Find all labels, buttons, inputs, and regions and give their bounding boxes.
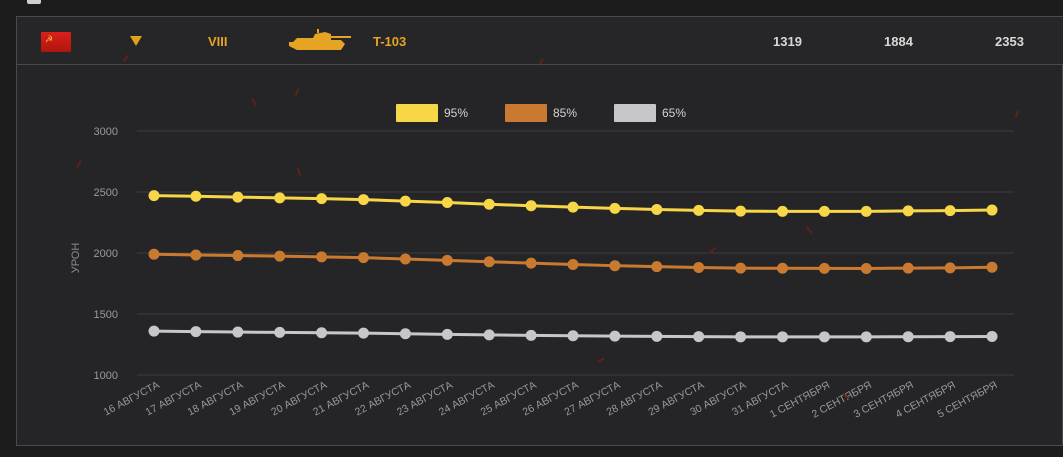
damage-chart: 1000 1500 2000 2500 3000 УРОН 16 АВГУСТА 17 АВГ…: [17, 65, 1063, 447]
data-point[interactable]: [399, 195, 411, 207]
legend-swatch[interactable]: [614, 104, 656, 122]
data-point[interactable]: [316, 193, 328, 205]
tank-row[interactable]: ☭ VIII T-103 1319 1884 2353: [17, 17, 1063, 65]
data-point[interactable]: [148, 248, 160, 260]
hammer-sickle-icon: ☭: [45, 34, 54, 44]
data-point[interactable]: [735, 262, 747, 274]
data-point[interactable]: [148, 190, 160, 202]
data-point[interactable]: [567, 201, 579, 213]
data-point[interactable]: [358, 194, 369, 206]
data-point[interactable]: [986, 204, 998, 216]
data-point[interactable]: [483, 198, 495, 210]
data-point[interactable]: [693, 331, 705, 343]
data-point[interactable]: [735, 331, 747, 343]
data-point[interactable]: [609, 260, 621, 272]
y-tick-label: 2000: [94, 248, 118, 260]
data-point[interactable]: [986, 330, 998, 342]
data-point[interactable]: [777, 331, 788, 343]
tank-name: T-103: [373, 34, 407, 49]
data-point[interactable]: [274, 192, 286, 204]
tank-stats-panel: ☭ VIII T-103 1319 1884 2353 1000 1500 2000…: [16, 16, 1063, 446]
data-point[interactable]: [902, 262, 914, 274]
data-point[interactable]: [693, 204, 705, 216]
data-point[interactable]: [525, 257, 537, 269]
data-point[interactable]: [274, 250, 286, 262]
data-point[interactable]: [902, 331, 914, 343]
legend-swatch[interactable]: [505, 104, 547, 122]
legend-swatch[interactable]: [396, 104, 438, 122]
data-point[interactable]: [441, 254, 453, 266]
data-point[interactable]: [818, 262, 830, 274]
data-point[interactable]: [902, 205, 914, 217]
triangle-down-icon[interactable]: [130, 36, 142, 46]
data-point[interactable]: [358, 252, 369, 264]
legend-label[interactable]: 95%: [444, 106, 468, 120]
tank-silhouette-icon: [289, 29, 351, 50]
data-point[interactable]: [944, 205, 956, 217]
tank-tier: VIII: [208, 34, 228, 49]
data-point[interactable]: [232, 326, 244, 338]
data-point[interactable]: [148, 325, 160, 337]
data-point[interactable]: [274, 326, 286, 338]
data-point[interactable]: [316, 327, 328, 339]
data-point[interactable]: [693, 262, 705, 274]
stat-value-95: 2353: [995, 34, 1024, 49]
data-point[interactable]: [399, 328, 411, 340]
data-point[interactable]: [944, 262, 956, 274]
data-point[interactable]: [232, 191, 244, 203]
data-point[interactable]: [944, 331, 956, 343]
data-point[interactable]: [441, 328, 453, 340]
data-point[interactable]: [651, 203, 663, 215]
y-tick-label: 1000: [94, 370, 118, 382]
stat-value-65: 1319: [773, 34, 802, 49]
y-tick-label: 1500: [94, 309, 118, 321]
data-point[interactable]: [777, 262, 788, 274]
data-point[interactable]: [316, 251, 328, 263]
y-axis-label: УРОН: [70, 243, 82, 274]
data-point[interactable]: [358, 327, 369, 339]
checkbox-icon[interactable]: [27, 0, 41, 4]
data-point[interactable]: [567, 258, 579, 270]
data-point[interactable]: [860, 205, 872, 217]
data-point[interactable]: [441, 196, 453, 208]
ussr-flag-icon: ☭: [41, 32, 71, 52]
data-point[interactable]: [777, 205, 788, 217]
data-point[interactable]: [735, 205, 747, 217]
data-point[interactable]: [986, 261, 998, 273]
data-point[interactable]: [609, 330, 621, 342]
data-point[interactable]: [651, 261, 663, 273]
data-point[interactable]: [525, 329, 537, 341]
y-tick-label: 3000: [94, 126, 118, 138]
data-point[interactable]: [190, 326, 202, 338]
data-point[interactable]: [483, 329, 495, 341]
stat-value-85: 1884: [884, 34, 913, 49]
data-point[interactable]: [860, 262, 872, 274]
data-point[interactable]: [483, 256, 495, 268]
data-point[interactable]: [399, 253, 411, 265]
data-point[interactable]: [525, 200, 537, 212]
top-strip: [0, 0, 1063, 16]
legend-label[interactable]: 65%: [662, 106, 686, 120]
y-tick-label: 2500: [94, 187, 118, 199]
data-point[interactable]: [609, 202, 621, 214]
data-point[interactable]: [818, 205, 830, 217]
data-point[interactable]: [567, 330, 579, 342]
data-point[interactable]: [818, 331, 830, 343]
data-point[interactable]: [860, 331, 872, 343]
data-point[interactable]: [190, 190, 202, 202]
data-point[interactable]: [651, 330, 663, 342]
legend-label[interactable]: 85%: [553, 106, 577, 120]
data-point[interactable]: [232, 250, 244, 262]
data-point[interactable]: [190, 249, 202, 261]
